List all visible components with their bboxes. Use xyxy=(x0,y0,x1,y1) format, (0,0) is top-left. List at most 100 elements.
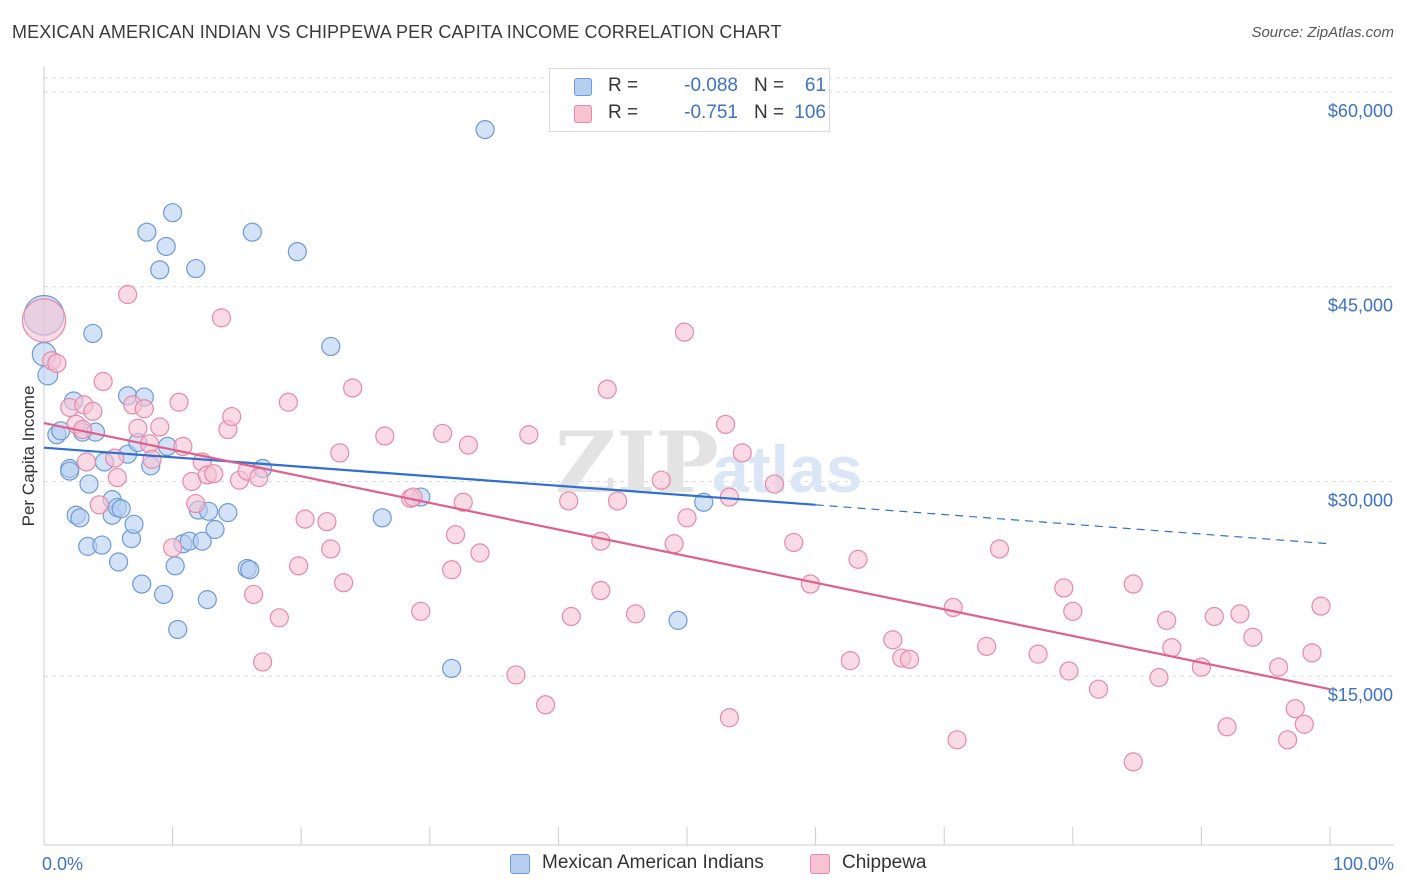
point-chippewa xyxy=(899,649,920,669)
point-chippewa xyxy=(1268,657,1289,677)
chart-title: MEXICAN AMERICAN INDIAN VS CHIPPEWA PER … xyxy=(12,22,782,42)
point-chippewa xyxy=(76,452,97,472)
point-chippewa xyxy=(597,379,617,399)
y-tick-label: $45,000 xyxy=(1328,296,1393,316)
point-chippewa xyxy=(117,284,138,305)
point-mexican-american-indian xyxy=(186,258,206,279)
point-chippewa xyxy=(1157,610,1177,630)
axes xyxy=(43,66,1394,846)
point-chippewa xyxy=(1123,752,1143,772)
point-chippewa xyxy=(244,584,264,605)
point-chippewa xyxy=(719,708,740,728)
point-mexican-american-indian xyxy=(192,531,212,551)
point-chippewa xyxy=(947,730,967,750)
source-credit: Source: ZipAtlas.com xyxy=(1251,24,1394,41)
point-chippewa xyxy=(253,652,273,672)
point-mexican-american-indian xyxy=(205,519,225,540)
point-chippewa xyxy=(519,425,539,445)
point-chippewa xyxy=(142,449,162,469)
legend-r-label: R = xyxy=(608,75,639,96)
point-chippewa xyxy=(1149,667,1169,688)
correlation-legend: R = -0.088 N = 61 R = -0.751 N = 106 xyxy=(549,68,830,132)
x-tick-label-max: 100.0% xyxy=(1333,854,1394,874)
point-chippewa xyxy=(732,443,752,463)
point-mexican-american-indian xyxy=(108,552,129,572)
point-mexican-american-indian xyxy=(153,584,174,605)
point-chippewa xyxy=(1285,699,1305,719)
point-mexican-american-indian xyxy=(92,535,112,555)
point-chippewa xyxy=(317,512,337,532)
point-chippewa xyxy=(848,549,868,569)
trend-lines xyxy=(43,421,1331,691)
point-chippewa xyxy=(607,491,628,511)
point-mexican-american-indian xyxy=(240,560,260,580)
point-chippewa xyxy=(163,538,183,558)
point-chippewa xyxy=(715,414,736,434)
point-chippewa xyxy=(321,539,341,559)
point-chippewa xyxy=(295,509,315,529)
point-chippewa xyxy=(840,651,860,671)
bottom-legend-swatch-pink xyxy=(810,854,830,874)
point-chippewa xyxy=(943,597,963,618)
point-mexican-american-indian xyxy=(79,474,99,494)
point-chippewa xyxy=(1204,606,1224,627)
point-chippewa xyxy=(442,560,462,580)
point-chippewa xyxy=(186,493,206,514)
point-chippewa xyxy=(506,665,526,685)
point-chippewa xyxy=(989,539,1010,559)
point-chippewa xyxy=(1277,730,1298,750)
point-chippewa xyxy=(1162,638,1182,658)
point-chippewa xyxy=(458,435,478,455)
point-chippewa xyxy=(289,556,309,576)
legend-r-value: -0.088 xyxy=(684,75,738,96)
point-chippewa xyxy=(269,608,289,628)
point-chippewa xyxy=(278,392,298,412)
point-chippewa xyxy=(1217,717,1237,737)
point-chippewa xyxy=(169,392,189,412)
point-mexican-american-indian xyxy=(70,508,90,528)
grid-lines xyxy=(44,77,1394,677)
point-chippewa xyxy=(651,470,671,490)
legend-n-label: N = xyxy=(754,75,785,96)
point-chippewa xyxy=(977,636,997,656)
y-tick-label: $15,000 xyxy=(1328,685,1393,705)
point-chippewa xyxy=(107,467,127,488)
point-mexican-american-indian xyxy=(137,222,157,242)
point-mexican-american-indian xyxy=(197,590,217,610)
point-chippewa xyxy=(591,580,611,601)
point-chippewa xyxy=(334,573,354,593)
trend-line-mexican-american-indians-extension xyxy=(815,504,1331,545)
point-mexican-american-indian xyxy=(372,508,392,528)
point-chippewa xyxy=(674,322,695,342)
legend-n-value: 61 xyxy=(804,75,826,96)
point-chippewa xyxy=(47,353,67,373)
point-chippewa xyxy=(784,532,804,553)
point-chippewa xyxy=(1088,679,1109,699)
y-tick-label: $60,000 xyxy=(1328,101,1393,121)
trend-line-mexican-american-indians xyxy=(43,446,816,506)
point-chippewa xyxy=(21,298,67,343)
point-mexican-american-indian xyxy=(668,610,688,630)
legend-swatch-blue xyxy=(574,78,592,96)
point-chippewa xyxy=(883,630,903,650)
x-tick-label-min: 0.0% xyxy=(42,854,83,874)
point-mexican-american-indian xyxy=(156,236,176,257)
y-tick-labels: $15,000 $30,000 $45,000 $60,000 xyxy=(1328,101,1393,705)
point-mexican-american-indian xyxy=(163,203,183,223)
point-mexican-american-indian xyxy=(83,323,103,344)
point-mexican-american-indian xyxy=(150,260,170,280)
point-chippewa xyxy=(1243,627,1263,647)
point-chippewa xyxy=(1294,714,1314,734)
legend-r-label: R = xyxy=(608,102,639,123)
point-chippewa xyxy=(93,371,113,392)
point-chippewa xyxy=(453,492,473,512)
point-chippewa xyxy=(1123,574,1143,594)
bottom-legend-label: Chippewa xyxy=(842,852,927,873)
point-mexican-american-indian xyxy=(132,574,152,594)
point-chippewa xyxy=(764,474,785,494)
point-chippewa xyxy=(330,443,350,463)
point-chippewa xyxy=(561,606,581,627)
legend-r-value: -0.751 xyxy=(684,102,738,123)
y-axis-label: Per Capita Income xyxy=(19,386,38,527)
point-chippewa xyxy=(375,426,395,446)
